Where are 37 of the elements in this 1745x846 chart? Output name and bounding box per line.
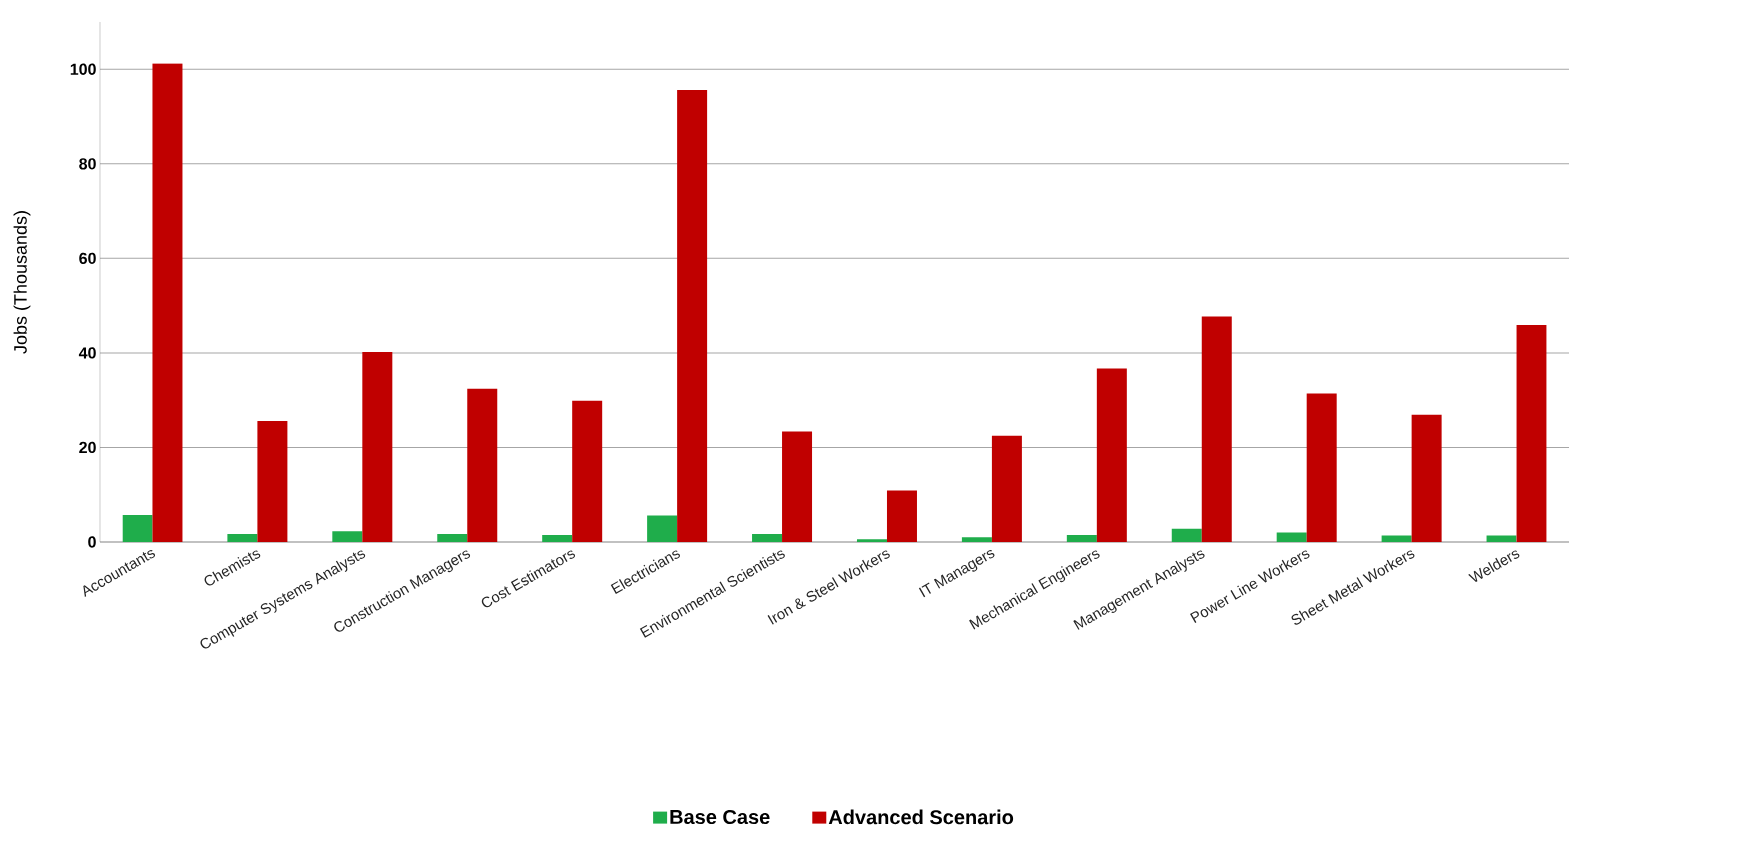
y-tick-label: 0 (88, 536, 96, 548)
bar (782, 431, 813, 542)
bar (1201, 316, 1232, 542)
bar (542, 534, 573, 542)
bar (1066, 534, 1097, 542)
bar (647, 515, 678, 542)
bar (1096, 368, 1127, 542)
y-tick-label: 20 (79, 441, 96, 454)
bar (991, 435, 1022, 542)
bar (572, 400, 603, 542)
bar (257, 420, 288, 542)
bar (1171, 528, 1202, 542)
bar (886, 490, 917, 542)
y-tick-label: 80 (79, 158, 96, 170)
bar (122, 515, 153, 542)
bar (362, 351, 393, 542)
legend-label: Advanced Scenario (828, 809, 1014, 825)
bar (332, 531, 363, 542)
bar (752, 533, 783, 542)
bar (1276, 532, 1307, 542)
y-tick-label: 100 (70, 63, 96, 75)
bar (152, 63, 183, 542)
bar (1411, 414, 1442, 542)
bar (227, 533, 258, 542)
bar (961, 537, 992, 542)
bar (1516, 325, 1547, 542)
bar (1381, 535, 1412, 542)
legend-label: Base Case (670, 809, 770, 825)
bar (1306, 393, 1337, 542)
y-tick-label: 60 (79, 252, 96, 265)
bar (437, 533, 468, 542)
y-axis-title: Jobs (Thousands) (13, 211, 31, 354)
y-tick-label: 40 (78, 347, 96, 359)
bar (677, 90, 708, 542)
bar (467, 388, 498, 542)
bar (1486, 535, 1517, 542)
bar (856, 539, 887, 542)
